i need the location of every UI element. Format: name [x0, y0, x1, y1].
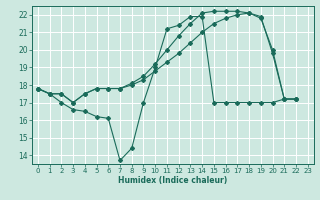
X-axis label: Humidex (Indice chaleur): Humidex (Indice chaleur): [118, 176, 228, 185]
